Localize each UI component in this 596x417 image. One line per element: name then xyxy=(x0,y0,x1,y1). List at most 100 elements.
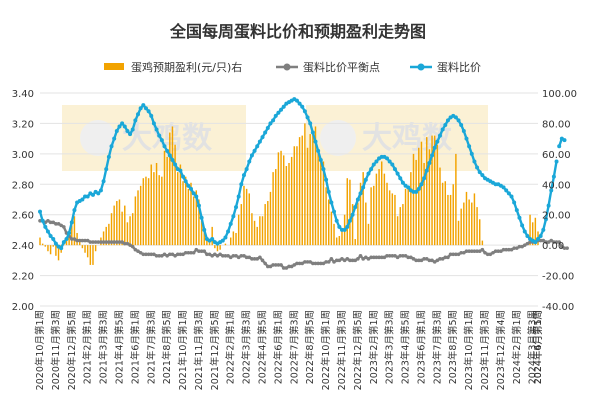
egg-feed-ratio-point xyxy=(136,112,141,117)
egg-feed-ratio-point xyxy=(562,138,567,143)
breakeven-point xyxy=(281,266,286,270)
breakeven-point xyxy=(226,253,230,258)
breakeven-point xyxy=(207,252,212,257)
egg-feed-ratio-point xyxy=(387,159,392,164)
x-tick-label: 2020年11月第3周 xyxy=(50,310,62,390)
breakeven-point xyxy=(332,260,336,264)
breakeven-point xyxy=(488,252,493,257)
egg-feed-ratio-point xyxy=(294,98,299,103)
egg-feed-ratio-point xyxy=(316,148,321,153)
profit-bar xyxy=(245,188,248,246)
breakeven-point xyxy=(213,252,217,257)
breakeven-point xyxy=(191,250,196,255)
profit-bar xyxy=(118,199,121,246)
egg-feed-ratio-point xyxy=(239,182,244,187)
breakeven-point xyxy=(48,220,53,225)
breakeven-point xyxy=(448,252,453,257)
egg-feed-ratio-point xyxy=(430,153,435,158)
breakeven-point xyxy=(93,240,98,244)
egg-feed-ratio-point xyxy=(279,107,284,112)
breakeven-point xyxy=(276,263,281,267)
profit-bar xyxy=(402,204,404,246)
egg-feed-ratio-point xyxy=(543,217,548,222)
profit-bar xyxy=(269,191,272,246)
legend-swatch-marker xyxy=(417,63,425,71)
breakeven-point xyxy=(364,255,368,260)
profit-bar xyxy=(288,162,290,246)
egg-feed-ratio-point xyxy=(350,212,355,217)
breakeven-point xyxy=(414,258,418,263)
breakeven-point xyxy=(96,240,101,244)
egg-feed-ratio-point xyxy=(509,194,514,199)
breakeven-point xyxy=(289,264,294,269)
breakeven-point xyxy=(525,241,530,246)
profit-bar xyxy=(179,164,182,246)
breakeven-point xyxy=(83,238,87,243)
egg-feed-ratio-point xyxy=(353,205,358,210)
egg-feed-ratio-point xyxy=(120,121,125,126)
profit-bar xyxy=(365,202,367,246)
y-left-tick-label: 2.00 xyxy=(12,302,34,313)
breakeven-point xyxy=(141,252,146,257)
breakeven-point xyxy=(170,252,175,257)
egg-feed-ratio-point xyxy=(226,229,231,234)
breakeven-point xyxy=(366,257,371,261)
x-tick-label: 2022年2月第1周 xyxy=(225,310,237,384)
breakeven-point xyxy=(228,255,233,260)
profit-bar xyxy=(275,169,277,246)
egg-feed-ratio-point xyxy=(464,136,469,141)
profit-bar xyxy=(394,194,396,246)
egg-feed-ratio-point xyxy=(477,170,482,175)
profit-bar xyxy=(131,213,134,246)
breakeven-point xyxy=(562,246,567,250)
profit-bar xyxy=(161,176,163,246)
egg-feed-ratio-point xyxy=(43,224,48,229)
profit-bar xyxy=(367,223,370,246)
egg-feed-ratio-point xyxy=(467,144,472,149)
profit-bar xyxy=(84,245,86,253)
breakeven-point xyxy=(266,264,270,269)
y-left-tick-label: 2.80 xyxy=(12,180,34,191)
breakeven-point xyxy=(427,258,432,263)
profit-bar xyxy=(116,201,118,246)
profit-bar xyxy=(110,213,113,246)
breakeven-point xyxy=(337,258,342,263)
breakeven-point xyxy=(85,238,90,243)
breakeven-point xyxy=(99,240,103,244)
x-tick-label: 2022年11月第3周 xyxy=(336,310,348,390)
breakeven-point xyxy=(440,257,445,261)
profit-bar xyxy=(330,211,333,246)
egg-feed-ratio-point xyxy=(162,144,167,149)
x-tick-label: 2023年8月第5周 xyxy=(447,310,459,384)
egg-feed-ratio-point xyxy=(337,224,342,229)
profit-bar xyxy=(137,190,139,246)
egg-feed-ratio-point xyxy=(416,186,421,191)
egg-feed-ratio-point xyxy=(308,121,313,126)
breakeven-point xyxy=(128,243,132,247)
egg-feed-ratio-point xyxy=(512,200,517,205)
egg-feed-ratio-point xyxy=(318,157,323,162)
breakeven-point xyxy=(173,253,177,258)
breakeven-point xyxy=(244,255,249,260)
profit-bar xyxy=(388,190,391,246)
profit-bar xyxy=(272,172,274,246)
profit-bar xyxy=(396,216,399,246)
profit-bar xyxy=(314,126,317,246)
breakeven-point xyxy=(154,253,159,258)
profit-bar xyxy=(261,216,264,246)
x-tick-label: 2021年8月第5周 xyxy=(161,310,173,384)
egg-feed-ratio-point xyxy=(533,240,538,245)
profit-bar xyxy=(351,204,354,246)
breakeven-point xyxy=(462,250,466,255)
egg-feed-ratio-point xyxy=(273,113,278,118)
breakeven-point xyxy=(178,252,183,257)
profit-bar xyxy=(158,175,160,246)
profit-bar xyxy=(373,185,375,246)
profit-bar xyxy=(214,245,216,249)
y-right-tick-label: -20.00 xyxy=(542,272,574,283)
breakeven-point xyxy=(377,255,381,260)
egg-feed-ratio-point xyxy=(313,139,318,144)
breakeven-point xyxy=(215,253,220,258)
breakeven-point xyxy=(316,261,320,266)
